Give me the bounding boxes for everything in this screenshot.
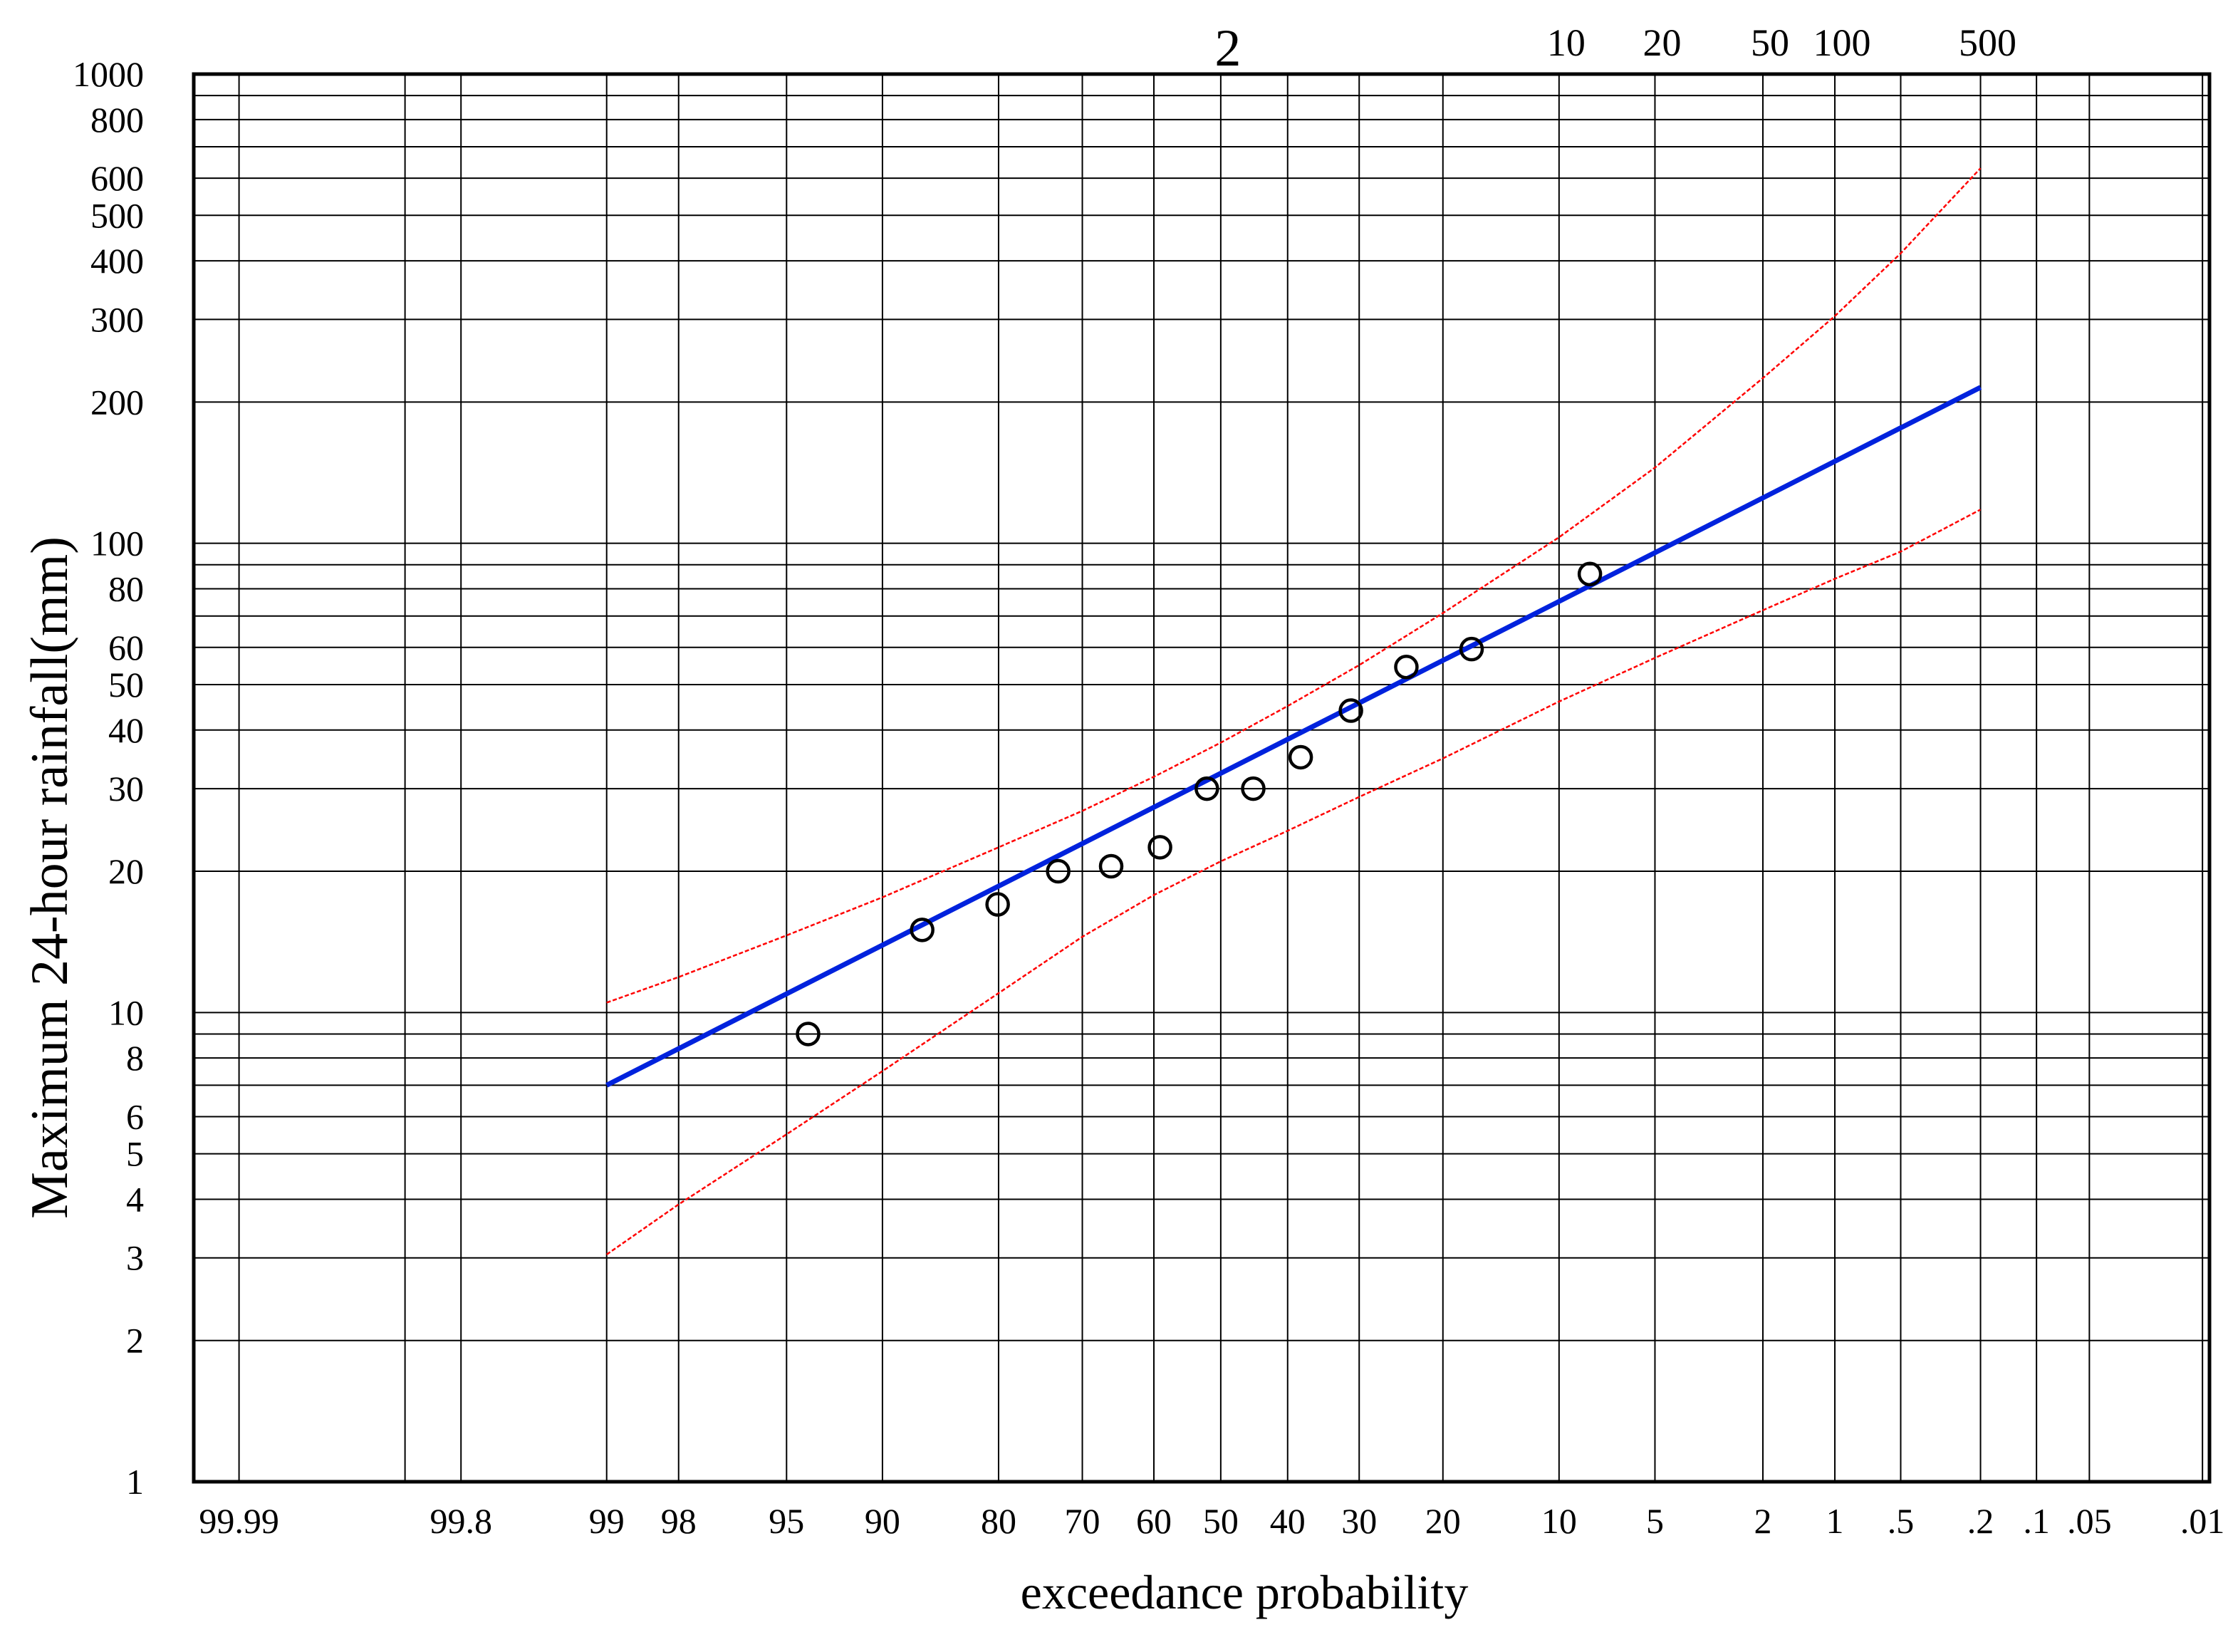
y-tick-label: 30 xyxy=(108,769,144,809)
x-tick-label: 10 xyxy=(1541,1501,1577,1541)
x-tick-label: 30 xyxy=(1341,1501,1377,1541)
x-axis-title: exceedance probability xyxy=(1021,1565,1469,1619)
x-tick-label: 99.8 xyxy=(430,1501,492,1541)
x-tick-label: .2 xyxy=(1967,1501,1994,1541)
y-tick-label: 500 xyxy=(90,195,144,235)
x-tick-label: 99.99 xyxy=(199,1501,279,1541)
observed-point xyxy=(1147,835,1172,860)
y-tick-label: 600 xyxy=(90,158,144,198)
observed-point xyxy=(1338,698,1363,723)
y-tick-label: 6 xyxy=(126,1096,144,1136)
return-period-label: 100 xyxy=(1813,21,1871,64)
x-tick-label: 95 xyxy=(769,1501,804,1541)
upper-confidence-line xyxy=(606,167,1982,1004)
y-tick-label: 80 xyxy=(108,568,144,608)
y-tick-label: 1 xyxy=(126,1462,144,1502)
observed-points xyxy=(796,561,1603,1046)
x-tick-label: 80 xyxy=(981,1501,1016,1541)
return-period-label: 2 xyxy=(1214,19,1241,78)
x-tick-label: 5 xyxy=(1646,1501,1664,1541)
observed-point xyxy=(910,918,935,942)
fitted-line xyxy=(605,385,1982,1088)
x-tick-label: 50 xyxy=(1203,1501,1239,1541)
y-tick-label: 1000 xyxy=(73,54,144,94)
x-tick-label: .05 xyxy=(2067,1501,2112,1541)
x-tick-labels: 99.99 99.8 99 98 95 90 80 70 60 50 40 30 20 10 5 2 1 .5 .2… xyxy=(199,1501,2224,1541)
y-tick-label: 5 xyxy=(126,1134,144,1174)
y-tick-label: 2 xyxy=(126,1321,144,1361)
y-tick-label: 3 xyxy=(126,1238,144,1278)
return-period-label: 10 xyxy=(1547,21,1586,64)
y-axis-title: Maximum 24-hour rainfall(mm) xyxy=(21,536,79,1219)
plot-frame xyxy=(192,72,2212,1484)
observed-point xyxy=(1577,561,1603,587)
observed-point xyxy=(796,1022,821,1046)
y-tick-label: 300 xyxy=(90,299,144,339)
x-tick-label: 98 xyxy=(661,1501,697,1541)
y-tick-label: 200 xyxy=(90,382,144,422)
y-tick-label: 20 xyxy=(108,851,144,891)
confidence-bands xyxy=(605,167,1982,1256)
x-tick-label: 1 xyxy=(1826,1501,1844,1541)
observed-point xyxy=(1098,853,1124,879)
y-tick-label: 50 xyxy=(108,665,144,705)
observed-point xyxy=(1288,744,1313,770)
return-period-label: 50 xyxy=(1751,21,1789,64)
x-tick-label: 90 xyxy=(865,1501,900,1541)
y-tick-label: 60 xyxy=(108,628,144,667)
return-period-labels: 2 10 20 50 100 500 xyxy=(1214,19,2016,78)
y-tick-label: 10 xyxy=(108,992,144,1032)
x-tick-label: 60 xyxy=(1136,1501,1172,1541)
fitted-line-segment xyxy=(605,385,1982,1088)
x-tick-label: 99 xyxy=(589,1501,625,1541)
observed-point xyxy=(1394,655,1419,680)
x-tick-label: .1 xyxy=(2023,1501,2050,1541)
y-tick-label: 400 xyxy=(90,241,144,281)
observed-point xyxy=(1241,776,1266,801)
x-tick-label: 40 xyxy=(1270,1501,1306,1541)
y-tick-label: 40 xyxy=(108,710,144,750)
x-tick-label: 2 xyxy=(1754,1501,1772,1541)
observed-point xyxy=(1194,776,1219,801)
lower-confidence-line xyxy=(605,509,1982,1256)
x-tick-label: .5 xyxy=(1888,1501,1915,1541)
observed-point xyxy=(1046,858,1071,884)
x-tick-label: 70 xyxy=(1065,1501,1100,1541)
y-tick-label: 800 xyxy=(90,100,144,140)
y-tick-label: 4 xyxy=(126,1179,144,1219)
y-tick-label: 8 xyxy=(126,1038,144,1078)
return-period-label: 500 xyxy=(1959,21,2016,64)
x-tick-label: 20 xyxy=(1425,1501,1461,1541)
y-tick-label: 100 xyxy=(90,524,144,563)
return-period-label: 20 xyxy=(1643,21,1681,64)
observed-point xyxy=(985,892,1010,917)
x-tick-label: .01 xyxy=(2180,1501,2225,1541)
observed-point xyxy=(1459,636,1484,662)
